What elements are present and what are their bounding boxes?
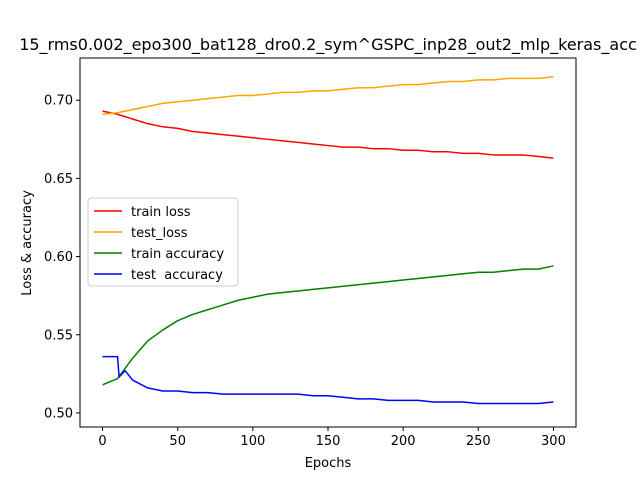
y-tick-label: 0.55 [44, 328, 73, 343]
y-tick-label: 0.50 [44, 406, 73, 421]
x-tick-label: 200 [391, 434, 416, 449]
x-tick-label: 150 [316, 434, 341, 449]
series-line-train-accuracy [102, 265, 554, 386]
series-line-test-loss [102, 76, 554, 116]
legend-label: train accuracy [131, 247, 224, 262]
chart-title: 15_rms0.002_epo300_bat128_dro0.2_sym^GSP… [19, 35, 637, 55]
series-layer [102, 76, 554, 405]
y-tick-label: 0.65 [44, 172, 73, 187]
legend-label: train loss [131, 205, 191, 220]
legend-label: test accuracy [131, 268, 223, 283]
x-tick-label: 250 [466, 434, 491, 449]
y-tick-label: 0.70 [44, 94, 73, 109]
legend-box [87, 197, 239, 287]
legend-label: test_loss [131, 226, 188, 241]
y-tick-label: 0.60 [44, 250, 73, 265]
y-axis-label: Loss & accuracy [20, 190, 35, 296]
x-axis: 0 50 100 150 200 250 300 [98, 427, 566, 449]
x-axis-label: Epochs [305, 456, 352, 471]
x-tick-label: 300 [541, 434, 566, 449]
x-tick-label: 0 [98, 434, 106, 449]
y-axis: 0.50 0.55 0.60 0.65 0.70 [44, 94, 80, 421]
series-line-train-loss [102, 110, 554, 159]
x-tick-label: 50 [169, 434, 186, 449]
series-line-test-accuracy [102, 355, 554, 405]
x-tick-label: 100 [240, 434, 265, 449]
